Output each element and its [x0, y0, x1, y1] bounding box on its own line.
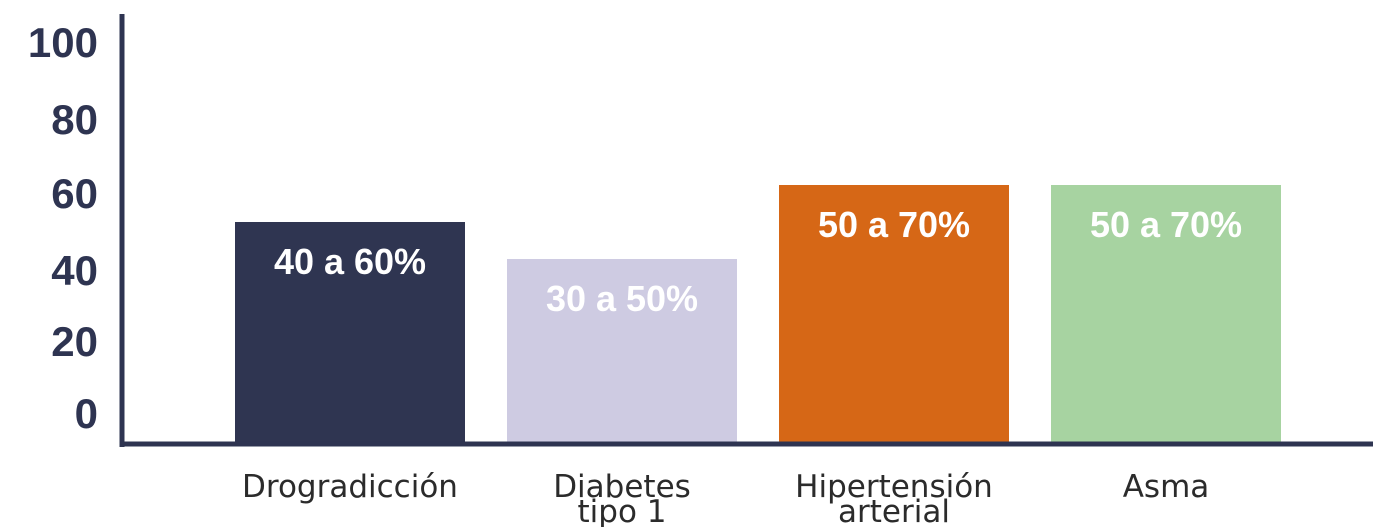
x-tick-label: Hipertensión arterial: [795, 469, 993, 527]
x-tick-label: Diabetes tipo 1: [553, 469, 691, 527]
x-axis-labels: Drogradicción Diabetes tipo 1 Hipertensión a…: [242, 469, 1209, 527]
bar: [235, 222, 465, 444]
bar-data-label: 50 a 70%: [1090, 204, 1242, 245]
bar: [1051, 185, 1281, 444]
bar: [779, 185, 1009, 444]
y-axis: 0 20 40 60 80 100: [28, 19, 98, 437]
y-tick-label: 100: [28, 19, 98, 66]
bar-data-label: 40 a 60%: [274, 241, 426, 282]
y-tick-label: 0: [75, 390, 98, 437]
y-tick-label: 20: [51, 318, 98, 365]
x-tick-label: Drogradicción: [242, 469, 458, 505]
y-tick-label: 60: [51, 170, 98, 217]
y-tick-label: 80: [51, 96, 98, 143]
bars: 40 a 60% 30 a 50% 50 a 70% 50 a 70%: [235, 185, 1281, 444]
bar-data-label: 30 a 50%: [546, 278, 698, 319]
x-tick-label: Asma: [1123, 469, 1210, 505]
y-tick-label: 40: [51, 247, 98, 294]
bar-data-label: 50 a 70%: [818, 204, 970, 245]
bar: [507, 259, 737, 444]
